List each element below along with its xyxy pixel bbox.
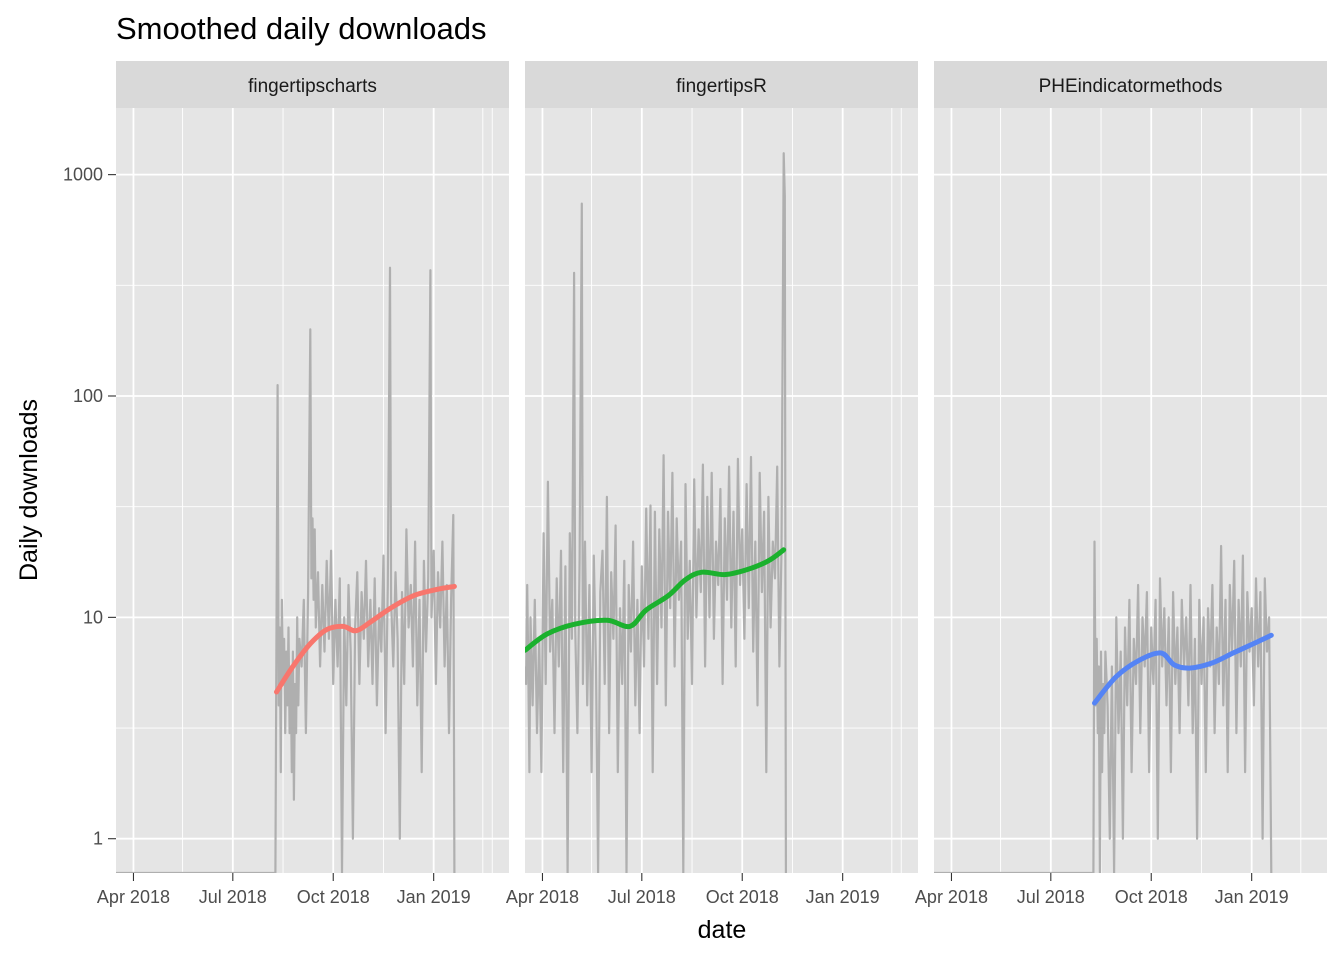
facet-strip: [525, 61, 918, 108]
facet-panel: PHEindicatormethods Apr 2018 Jul 2018 Oct 2…: [900, 61, 1327, 907]
smoothed-trend-line: [525, 547, 787, 653]
raw-downloads-line: [934, 540, 1273, 873]
y-tick-label: 100: [73, 386, 103, 406]
x-tick-label: Oct 2018: [706, 887, 779, 907]
x-tick-label: Oct 2018: [1115, 887, 1188, 907]
x-tick-label: Apr 2018: [915, 887, 988, 907]
x-tick-label: Jul 2018: [199, 887, 267, 907]
y-tick-label: 10: [83, 607, 103, 627]
panel-background: [116, 108, 509, 873]
smoothed-trend-line: [1092, 632, 1274, 706]
smoothed-trend-line: [274, 583, 457, 695]
y-axis-title: Daily downloads: [15, 399, 43, 581]
facet-strip: [116, 61, 509, 108]
raw-downloads-line: [525, 152, 788, 873]
x-tick-label: Jan 2019: [397, 887, 471, 907]
facet-strip-label: fingertipsR: [676, 76, 767, 97]
x-tick-label: Apr 2018: [506, 887, 579, 907]
chart-title: Smoothed daily downloads: [116, 11, 487, 46]
raw-downloads-line: [116, 266, 456, 873]
facet-strip-label: PHEindicatormethods: [1039, 76, 1223, 97]
y-tick-label: 1: [93, 829, 103, 849]
x-tick-label: Jul 2018: [1017, 887, 1085, 907]
x-axis-title: date: [698, 916, 747, 944]
facet-panel: fingertipscharts Apr 2018 Jul 2018 Oct 2018…: [82, 61, 509, 907]
facet-strip-label: fingertipscharts: [248, 76, 377, 97]
x-tick-label: Jul 2018: [608, 887, 676, 907]
x-tick-label: Oct 2018: [297, 887, 370, 907]
x-tick-label: Jan 2019: [1215, 887, 1289, 907]
x-tick-label: Apr 2018: [97, 887, 170, 907]
facet-strip: [934, 61, 1327, 108]
x-tick-label: Jan 2019: [806, 887, 880, 907]
facet-panel: fingertipsR Apr 2018 Jul 2018 Oct 2018 Jan 2…: [491, 61, 918, 907]
facet-panels: fingertipscharts Apr 2018 Jul 2018 Oct 2018…: [82, 61, 1327, 907]
